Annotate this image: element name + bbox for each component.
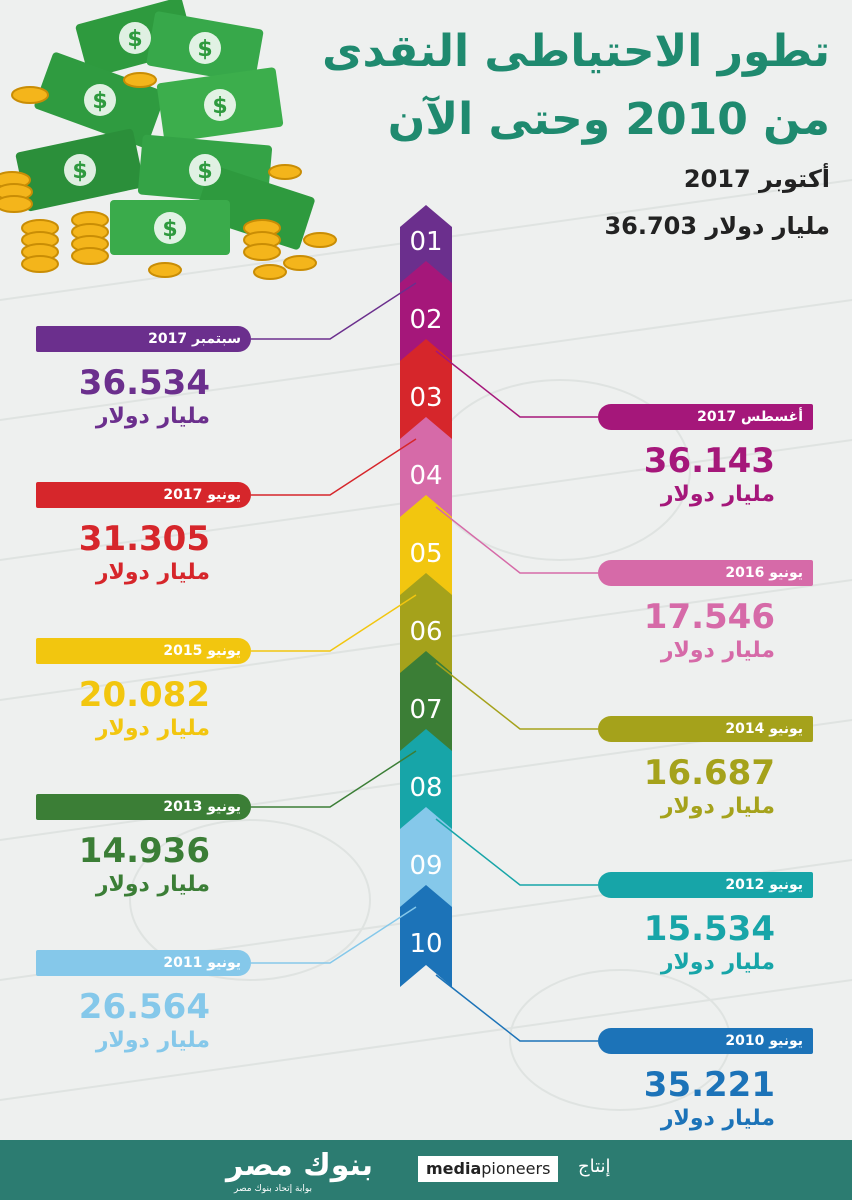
entry-date-label: يونيو 2011: [36, 950, 251, 976]
connector-line: [435, 818, 598, 886]
svg-text:$: $: [127, 27, 142, 52]
top-value-row: 36.703 مليار دولار: [604, 212, 830, 240]
brand-subtitle: بوابة إتحاد بنوك مصر: [234, 1184, 313, 1194]
timeline-chevron-01: [400, 205, 452, 285]
timeline-number-05: 05: [409, 539, 442, 569]
entry-value: 35.221: [643, 1065, 775, 1105]
entry-date-label: سبتمبر 2017: [36, 326, 251, 352]
timeline-chevron-10: [400, 885, 452, 987]
timeline-number-09: 09: [409, 851, 442, 881]
produced-by-label: إنتاج: [578, 1156, 611, 1177]
entry-date-label: يونيو 2014: [598, 716, 813, 742]
entry-value: 20.082: [78, 675, 210, 715]
entry-unit: مليار دولار: [95, 404, 210, 429]
entry-unit: مليار دولار: [95, 716, 210, 741]
money-pile-illustration: $ $ $ $ $ $ $: [0, 0, 337, 280]
connector-line: [251, 282, 417, 340]
timeline-chevron-05: [400, 495, 452, 597]
timeline-chevron-02: [400, 261, 452, 363]
entry-date-label: أغسطس 2017: [598, 404, 813, 430]
media-pioneers-logo: mediapioneers: [418, 1156, 559, 1182]
brand-logo: بنوك مصر: [226, 1148, 374, 1183]
connector-line: [251, 906, 417, 964]
timeline-chevron-06: [400, 573, 452, 675]
timeline-chevron-03: [400, 339, 452, 441]
title-line-1: تطور الاحتياطى النقدى: [322, 26, 830, 77]
entry-value: 15.534: [643, 909, 775, 949]
entry-value: 36.143: [643, 441, 775, 481]
timeline-number-08: 08: [409, 773, 442, 803]
entry-unit: مليار دولار: [660, 1106, 775, 1131]
svg-text:$: $: [92, 89, 107, 114]
entry-value: 26.564: [78, 987, 210, 1027]
svg-text:$: $: [212, 94, 227, 119]
timeline-number-01: 01: [409, 227, 442, 257]
entry-date-label: يونيو 2010: [598, 1028, 813, 1054]
timeline-chevron-04: [400, 417, 452, 519]
entry-date-label: يونيو 2013: [36, 794, 251, 820]
entry-value: 14.936: [78, 831, 210, 871]
timeline-number-03: 03: [409, 383, 442, 413]
media-bold: media: [426, 1159, 482, 1178]
connector-line: [251, 750, 417, 808]
entry-unit: مليار دولار: [95, 872, 210, 897]
connector-line: [435, 506, 598, 574]
entry-date-label: يونيو 2017: [36, 482, 251, 508]
top-unit: مليار دولار: [705, 212, 830, 240]
connector-line: [251, 438, 417, 496]
timeline-number-02: 02: [409, 305, 442, 335]
top-date: أكتوبر 2017: [683, 165, 830, 193]
connector-line: [251, 594, 417, 652]
media-light: pioneers: [481, 1159, 551, 1178]
title-line-2: من 2010 وحتى الآن: [387, 94, 830, 145]
entry-value: 17.546: [643, 597, 775, 637]
entry-unit: مليار دولار: [95, 560, 210, 585]
timeline-chevron-09: [400, 807, 452, 909]
entry-date-label: يونيو 2016: [598, 560, 813, 586]
entry-value: 31.305: [78, 519, 210, 559]
svg-text:$: $: [72, 159, 87, 184]
timeline-number-06: 06: [409, 617, 442, 647]
svg-text:$: $: [162, 217, 177, 242]
entry-date-label: يونيو 2015: [36, 638, 251, 664]
entry-unit: مليار دولار: [660, 950, 775, 975]
entry-unit: مليار دولار: [95, 1028, 210, 1053]
entry-value: 16.687: [643, 753, 775, 793]
timeline-number-10: 10: [409, 929, 442, 959]
connector-line: [435, 662, 598, 730]
connector-line: [435, 350, 598, 418]
svg-text:$: $: [197, 159, 212, 184]
timeline-number-04: 04: [409, 461, 442, 491]
timeline-chevron-07: [400, 651, 452, 753]
top-value: 36.703: [604, 212, 698, 240]
entry-unit: مليار دولار: [660, 482, 775, 507]
entry-date-label: يونيو 2012: [598, 872, 813, 898]
timeline-number-07: 07: [409, 695, 442, 725]
entry-value: 36.534: [78, 363, 210, 403]
timeline-chevron-08: [400, 729, 452, 831]
connector-line: [435, 974, 598, 1042]
entry-unit: مليار دولار: [660, 638, 775, 663]
svg-text:$: $: [197, 37, 212, 62]
entry-unit: مليار دولار: [660, 794, 775, 819]
